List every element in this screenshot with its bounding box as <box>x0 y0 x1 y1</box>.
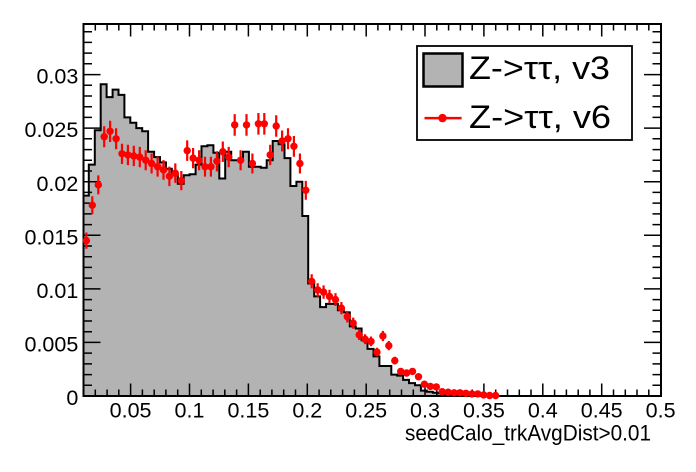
svg-text:0.5: 0.5 <box>646 398 676 422</box>
svg-text:0.2: 0.2 <box>292 398 322 422</box>
svg-text:Z->ττ, v6: Z->ττ, v6 <box>469 99 611 135</box>
svg-text:0.3: 0.3 <box>410 398 440 422</box>
svg-text:0.45: 0.45 <box>581 398 623 422</box>
svg-text:0.03: 0.03 <box>36 65 78 89</box>
svg-text:0.005: 0.005 <box>24 333 78 357</box>
svg-text:Z->ττ, v3: Z->ττ, v3 <box>469 50 610 86</box>
svg-text:0.15: 0.15 <box>227 398 269 422</box>
svg-text:0.25: 0.25 <box>345 398 387 422</box>
svg-text:0.015: 0.015 <box>24 225 78 249</box>
svg-text:0.05: 0.05 <box>110 398 152 422</box>
svg-text:0.02: 0.02 <box>36 172 78 196</box>
svg-text:0.4: 0.4 <box>528 398 558 422</box>
svg-text:0.1: 0.1 <box>175 398 205 422</box>
svg-text:0: 0 <box>66 386 78 410</box>
svg-text:0.025: 0.025 <box>24 118 78 142</box>
svg-text:0.35: 0.35 <box>463 398 505 422</box>
svg-text:seedCalo_trkAvgDist>0.01: seedCalo_trkAvgDist>0.01 <box>405 421 651 446</box>
svg-text:0.01: 0.01 <box>36 279 78 303</box>
